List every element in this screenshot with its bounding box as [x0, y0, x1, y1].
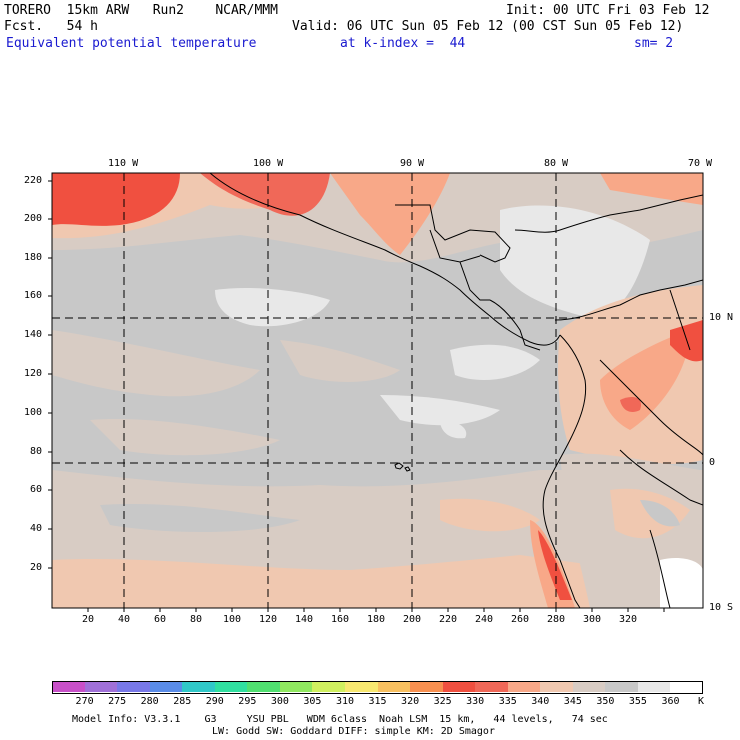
- init-time: Init: 00 UTC Fri 03 Feb 12: [506, 3, 710, 18]
- lon-label-90w: 90 W: [400, 158, 425, 169]
- colorbar-swatch: [182, 682, 216, 692]
- x-label: 80: [190, 614, 203, 625]
- colorbar-swatch: [52, 682, 86, 692]
- colorbar-swatch: [247, 682, 281, 692]
- y-label: 20: [30, 562, 43, 573]
- colorbar-level: 290: [205, 696, 224, 707]
- colorbar-level: 280: [140, 696, 159, 707]
- colorbar-level: 310: [335, 696, 354, 707]
- x-label: 220: [439, 614, 458, 625]
- colorbar-level: 345: [563, 696, 582, 707]
- colorbar-level: 300: [270, 696, 289, 707]
- x-label: 140: [295, 614, 314, 625]
- field-name: Equivalent potential temperature: [6, 36, 257, 51]
- x-label: 280: [547, 614, 566, 625]
- x-label: 300: [583, 614, 602, 625]
- lat-label-10s: 10 S: [709, 602, 734, 613]
- colorbar-unit: K: [698, 696, 705, 707]
- colorbar-swatch: [279, 682, 313, 692]
- forecast-hour: Fcst. 54 h: [4, 19, 98, 34]
- y-label: 120: [24, 368, 43, 379]
- lon-label-80w: 80 W: [544, 158, 569, 169]
- y-label: 200: [24, 213, 43, 224]
- model-run-title: TORERO 15km ARW Run2 NCAR/MMM: [4, 3, 278, 18]
- colorbar-level: 360: [661, 696, 680, 707]
- colorbar-swatch: [507, 682, 541, 692]
- colorbar-level: 350: [596, 696, 615, 707]
- x-label: 20: [82, 614, 95, 625]
- y-label: 180: [24, 252, 43, 263]
- x-label: 100: [223, 614, 242, 625]
- x-label: 60: [154, 614, 167, 625]
- colorbar-swatch: [117, 682, 151, 692]
- lon-label-70w: 70 W: [688, 158, 713, 169]
- colorbar-swatch: [410, 682, 444, 692]
- colorbar-level: 295: [238, 696, 257, 707]
- x-label: 240: [475, 614, 494, 625]
- y-label: 160: [24, 290, 43, 301]
- x-label: 320: [619, 614, 638, 625]
- lon-label-110w: 110 W: [108, 158, 139, 169]
- colorbar-level: 305: [303, 696, 322, 707]
- colorbar-level: 285: [173, 696, 192, 707]
- model-info: Model Info: V3.3.1 G3 YSU PBL WDM 6class…: [72, 714, 608, 725]
- colorbar-swatch: [540, 682, 574, 692]
- lat-label-10n: 10 N: [709, 312, 734, 323]
- y-label: 80: [30, 446, 43, 457]
- x-label: 120: [259, 614, 278, 625]
- colorbar-level: 330: [466, 696, 485, 707]
- colorbar-swatch: [84, 682, 118, 692]
- colorbar-swatch: [605, 682, 639, 692]
- x-label: 260: [511, 614, 530, 625]
- theta-e-field: [52, 173, 703, 608]
- axis-ticks: [48, 180, 665, 612]
- y-label: 100: [24, 407, 43, 418]
- colorbar-level: 340: [531, 696, 550, 707]
- smoothing-label: sm= 2: [634, 36, 674, 51]
- colorbar-swatch: [442, 682, 476, 692]
- colorbar-frame: [52, 681, 703, 694]
- colorbar-swatch: [475, 682, 509, 692]
- colorbar-swatch: [637, 682, 671, 692]
- y-label: 220: [24, 175, 43, 186]
- colorbar-swatch: [214, 682, 248, 692]
- colorbar-level: 325: [433, 696, 452, 707]
- lat-label-0: 0: [709, 457, 716, 468]
- y-label: 60: [30, 484, 43, 495]
- colorbar-swatch: [344, 682, 378, 692]
- colorbar-level: 270: [75, 696, 94, 707]
- level-index: at k-index = 44: [340, 36, 466, 51]
- colorbar-level: 320: [401, 696, 420, 707]
- y-label: 40: [30, 523, 43, 534]
- model-physics: LW: Godd SW: Goddard DIFF: simple KM: 2D…: [212, 726, 495, 737]
- colorbar-level: 275: [108, 696, 127, 707]
- colorbar-level: 355: [628, 696, 647, 707]
- x-label: 40: [118, 614, 131, 625]
- graticule: [52, 173, 703, 608]
- colorbar-swatch: [149, 682, 183, 692]
- colorbar-level: 335: [498, 696, 517, 707]
- valid-time: Valid: 06 UTC Sun 05 Feb 12 (00 CST Sun …: [292, 19, 684, 34]
- colorbar-swatch: [377, 682, 411, 692]
- colorbar-swatch: [312, 682, 346, 692]
- colorbar-level: 315: [368, 696, 387, 707]
- lon-label-100w: 100 W: [253, 158, 284, 169]
- x-label: 160: [331, 614, 350, 625]
- x-label: 180: [367, 614, 386, 625]
- x-label: 200: [403, 614, 422, 625]
- colorbar-swatch: [670, 682, 704, 692]
- colorbar-swatch: [572, 682, 606, 692]
- map-frame: [51, 172, 704, 609]
- coastlines: [209, 173, 703, 608]
- y-label: 140: [24, 329, 43, 340]
